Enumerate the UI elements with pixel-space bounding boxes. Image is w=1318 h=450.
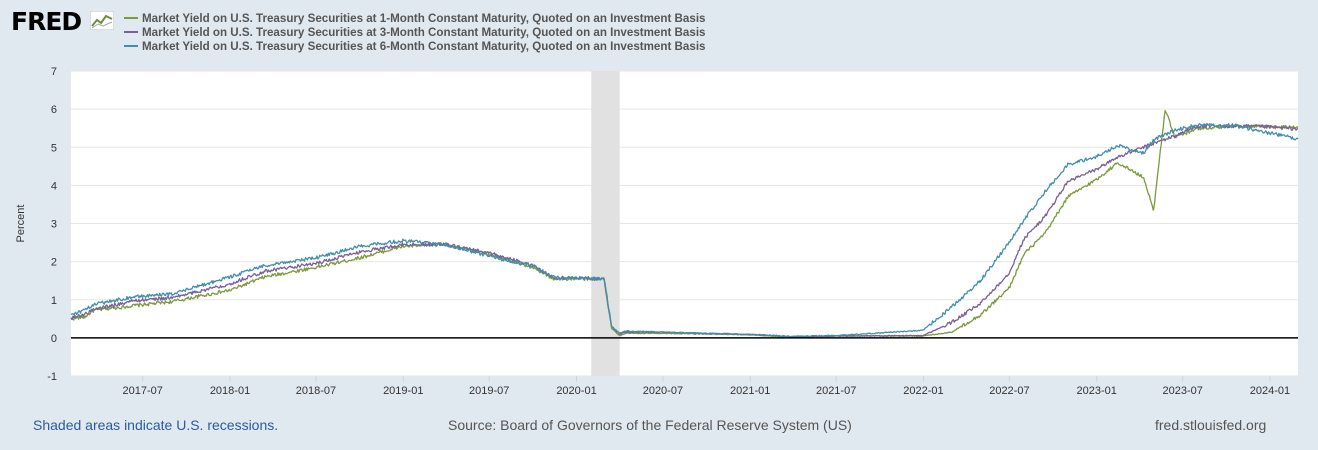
x-tick-label: 2018-01 [210,385,250,397]
recession-note: Shaded areas indicate U.S. recessions. [33,417,279,433]
fred-logo[interactable]: FRED [11,7,82,36]
legend-swatch [124,16,138,19]
x-tick-label: 2020-01 [556,385,596,397]
legend-item[interactable]: Market Yield on U.S. Treasury Securities… [124,12,706,26]
x-tick-label: 2020-07 [643,385,683,397]
y-tick-label: 5 [51,142,57,154]
legend-item[interactable]: Market Yield on U.S. Treasury Securities… [124,40,706,54]
y-tick-label: 0 [51,333,57,345]
x-tick-label: 2018-07 [296,385,336,397]
chart-legend: Market Yield on U.S. Treasury Securities… [124,12,706,54]
y-axis-title: Percent [15,205,27,243]
x-tick-label: 2019-01 [383,385,423,397]
x-tick-label: 2019-07 [469,385,509,397]
site-link[interactable]: fred.stlouisfed.org [1155,417,1267,433]
x-tick-label: 2017-07 [122,385,162,397]
y-tick-label: -1 [47,371,57,383]
legend-item[interactable]: Market Yield on U.S. Treasury Securities… [124,26,706,40]
series-line-3 [70,122,1299,338]
y-tick-label: 7 [51,66,57,78]
recession-band [591,71,620,376]
x-tick-label: 2022-01 [903,385,943,397]
y-tick-label: 2 [51,257,57,269]
legend-label: Market Yield on U.S. Treasury Securities… [142,26,706,39]
y-tick-label: 6 [51,104,57,116]
legend-label: Market Yield on U.S. Treasury Securities… [142,40,706,53]
line-chart-icon [90,11,114,30]
x-tick-label: 2021-07 [816,385,856,397]
x-tick-label: 2022-07 [989,385,1029,397]
source-note: Source: Board of Governors of the Federa… [448,417,852,433]
x-tick-label: 2024-01 [1250,385,1290,397]
x-tick-label: 2021-01 [730,385,770,397]
legend-swatch [124,44,138,47]
chart: -1 0 1 2 3 4 5 6 7 2017-07 2018-01 2018-07 2019-01 20… [15,66,1299,397]
legend-label: Market Yield on U.S. Treasury Securities… [142,12,706,25]
legend-swatch [124,30,138,33]
y-tick-label: 4 [51,180,57,192]
y-tick-label: 1 [51,295,57,307]
y-tick-label: 3 [51,219,57,231]
x-tick-label: 2023-07 [1162,385,1202,397]
x-tick-label: 2023-01 [1077,385,1117,397]
